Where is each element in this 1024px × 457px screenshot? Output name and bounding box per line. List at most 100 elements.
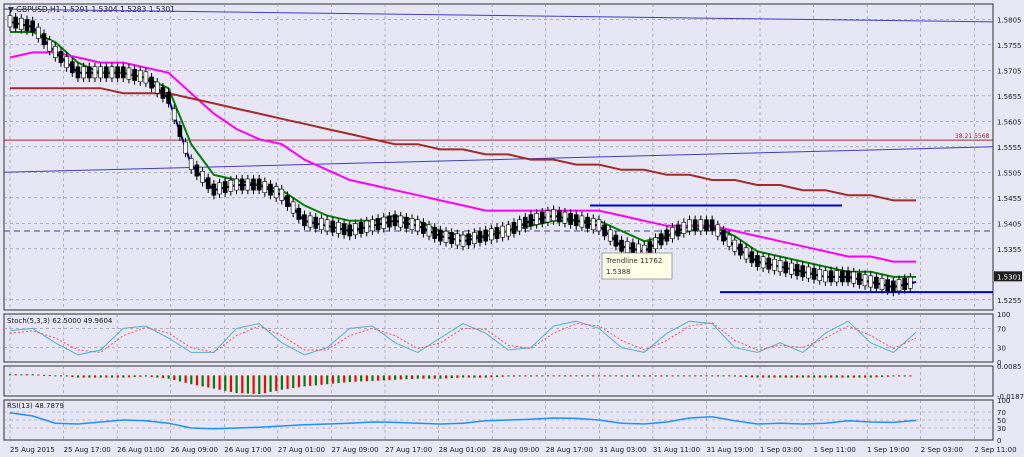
- x-tick-label: 25 Aug 2015: [10, 446, 55, 454]
- candle-body: [455, 233, 460, 246]
- macd-bar: [592, 375, 595, 377]
- rsi-tick-label: 100: [997, 397, 1010, 405]
- macd-bar: [122, 375, 125, 378]
- macd-bar: [416, 375, 419, 379]
- candle-body: [120, 66, 126, 79]
- candle-body: [251, 178, 256, 191]
- x-tick-label: 31 Aug 03:00: [599, 446, 646, 454]
- macd-bar: [643, 375, 646, 377]
- macd-bar: [320, 375, 323, 385]
- macd-bar: [161, 375, 165, 379]
- x-tick-label: 27 Aug 17:00: [385, 446, 432, 454]
- candle-body: [743, 247, 749, 260]
- candle-body: [896, 279, 902, 292]
- candle-body: [103, 66, 109, 79]
- macd-bar: [495, 375, 499, 378]
- macd-bar: [807, 375, 810, 378]
- macd-bar: [133, 375, 136, 378]
- candle-body: [183, 141, 188, 154]
- macd-bar: [779, 375, 782, 378]
- macd-bar: [343, 375, 346, 383]
- macd-bar: [229, 375, 233, 392]
- candle-body: [166, 91, 171, 104]
- x-tick-label: 1 Sep 19:00: [867, 446, 909, 454]
- macd-bar: [314, 375, 317, 386]
- candle-body: [290, 201, 296, 214]
- candle-body: [687, 219, 692, 232]
- level-label: 38.21 5568: [955, 133, 990, 140]
- y-tick-label: 1.5505: [997, 169, 1022, 177]
- macd-bar: [207, 375, 210, 388]
- candle-body: [698, 219, 704, 232]
- macd-bar: [671, 375, 674, 377]
- candle-body: [777, 260, 783, 273]
- macd-bar: [399, 375, 402, 380]
- macd-bar: [501, 375, 504, 377]
- candle-body: [409, 218, 415, 230]
- candle-body: [868, 275, 874, 288]
- candle-body: [749, 251, 755, 264]
- candle-body: [845, 270, 851, 283]
- candle-body: [194, 164, 200, 177]
- macd-bar: [354, 375, 357, 382]
- x-tick-label: 28 Aug 09:00: [492, 446, 539, 454]
- candle-body: [273, 186, 279, 199]
- candle-body: [828, 270, 834, 283]
- candle-body: [590, 218, 596, 230]
- candle-body: [539, 211, 545, 224]
- macd-bar: [445, 375, 448, 379]
- rsi-tick-label: 0: [997, 437, 1001, 445]
- candle-body: [239, 178, 245, 191]
- candle-body: [511, 221, 517, 234]
- candle-body: [177, 125, 183, 137]
- macd-bar: [903, 375, 906, 377]
- macd-bar: [484, 375, 487, 378]
- candle-body: [126, 67, 132, 80]
- candle-body: [704, 219, 709, 232]
- macd-bar: [212, 375, 216, 389]
- candle-body: [817, 269, 823, 281]
- macd-bar: [9, 374, 12, 376]
- candle-body: [709, 219, 715, 232]
- candle-body: [647, 241, 653, 253]
- y-tick-label: 1.5405: [997, 220, 1022, 228]
- x-tick-label: 26 Aug 01:00: [117, 446, 164, 454]
- x-tick-label: 31 Aug 19:00: [706, 446, 753, 454]
- candle-body: [624, 241, 630, 253]
- price-pane[interactable]: ▼ GBPUSD,H1 1.5291 1.5304 1.5283 1.5301 3…: [3, 5, 1022, 297]
- macd-bar: [71, 375, 74, 378]
- candle-body: [794, 264, 800, 276]
- candle-body: [908, 276, 913, 289]
- candle-body: [760, 256, 766, 269]
- rsi-pane[interactable]: RSI(13) 48.7879: [7, 402, 917, 430]
- x-tick-label: 27 Aug 09:00: [331, 446, 378, 454]
- candle-body: [149, 76, 154, 89]
- candle-body: [217, 182, 222, 195]
- macd-bar: [813, 375, 816, 378]
- macd-bar: [841, 375, 844, 378]
- y-tick-label: 1.5605: [997, 118, 1022, 126]
- macd-bar: [835, 375, 838, 378]
- candle-body: [279, 188, 285, 201]
- macd-bar: [694, 375, 697, 377]
- candle-body: [268, 183, 273, 196]
- candle-body: [404, 216, 409, 229]
- candle-body: [715, 224, 721, 237]
- macd-pane[interactable]: [9, 374, 912, 395]
- macd-bar: [716, 375, 720, 377]
- macd-tick-label: 0.0085: [997, 363, 1022, 371]
- candle-body: [800, 265, 806, 278]
- x-tick-label: 2 Sep 03:00: [921, 446, 963, 454]
- macd-bar: [512, 375, 516, 377]
- candle-body: [228, 179, 234, 192]
- candle-body: [330, 220, 336, 233]
- macd-bar: [37, 374, 40, 376]
- macd-bar: [388, 375, 391, 381]
- stochastic-pane[interactable]: Stoch(5,3,3) 62.5000 49.9604: [7, 317, 917, 356]
- macd-bar: [609, 375, 612, 377]
- macd-bar: [280, 375, 283, 390]
- candle-body: [19, 17, 24, 30]
- candle-body: [862, 274, 868, 287]
- macd-bar: [665, 375, 669, 377]
